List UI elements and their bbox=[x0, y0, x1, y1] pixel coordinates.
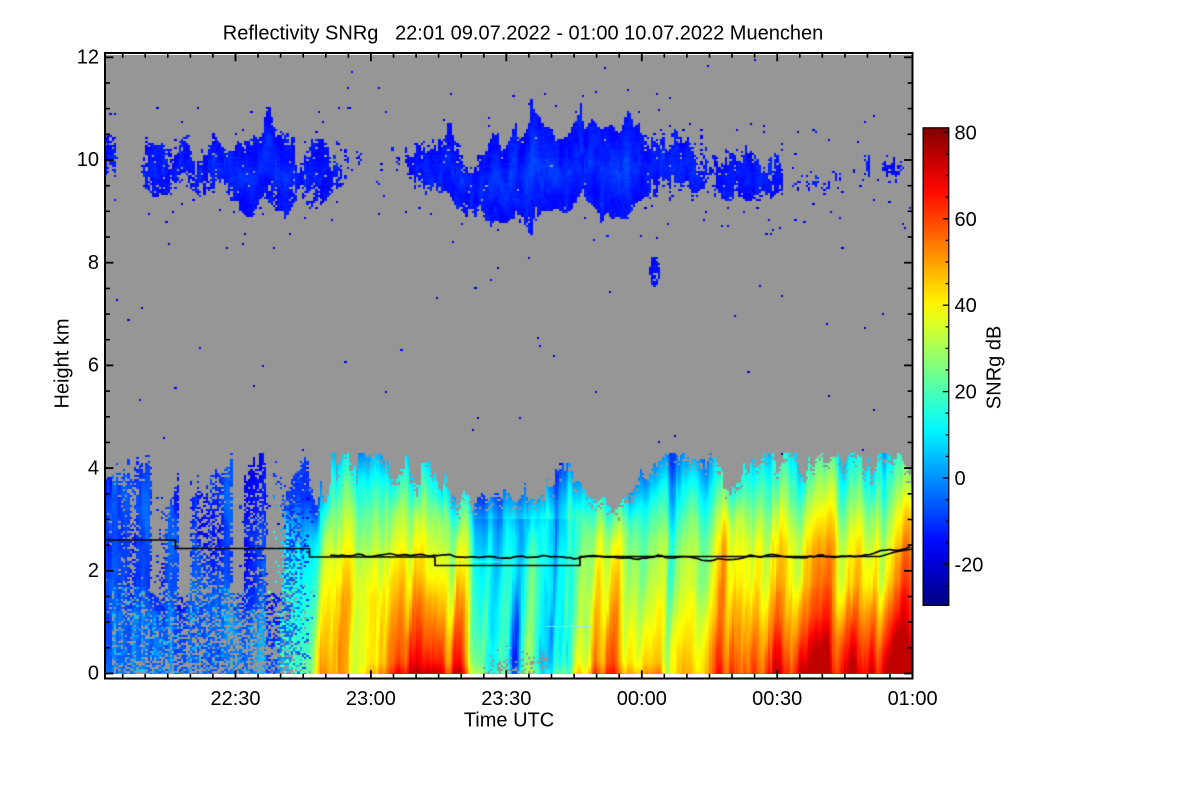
svg-text:Reflectivity SNRg 22:01 09.0: Reflectivity SNRg 22:01 09.07.2022 - 01:… bbox=[223, 23, 823, 45]
svg-text:SNRg dB: SNRg dB bbox=[984, 326, 1006, 409]
svg-text:00:00: 00:00 bbox=[617, 688, 667, 710]
svg-text:12: 12 bbox=[77, 47, 99, 69]
svg-text:Time UTC: Time UTC bbox=[464, 710, 554, 732]
svg-text:22:30: 22:30 bbox=[210, 688, 260, 710]
svg-text:80: 80 bbox=[955, 122, 977, 144]
svg-text:6: 6 bbox=[88, 355, 99, 377]
svg-text:00:30: 00:30 bbox=[752, 688, 802, 710]
svg-text:8: 8 bbox=[88, 252, 99, 274]
svg-text:-20: -20 bbox=[955, 554, 984, 576]
svg-text:01:00: 01:00 bbox=[888, 688, 938, 710]
svg-text:4: 4 bbox=[88, 457, 99, 479]
svg-text:40: 40 bbox=[955, 295, 977, 317]
svg-text:20: 20 bbox=[955, 382, 977, 404]
svg-text:Height km: Height km bbox=[52, 318, 74, 408]
svg-text:2: 2 bbox=[88, 560, 99, 582]
svg-text:23:00: 23:00 bbox=[346, 688, 396, 710]
svg-text:60: 60 bbox=[955, 209, 977, 231]
svg-text:0: 0 bbox=[955, 468, 966, 490]
svg-text:23:30: 23:30 bbox=[481, 688, 531, 710]
svg-text:10: 10 bbox=[77, 149, 99, 171]
svg-text:0: 0 bbox=[88, 663, 99, 685]
